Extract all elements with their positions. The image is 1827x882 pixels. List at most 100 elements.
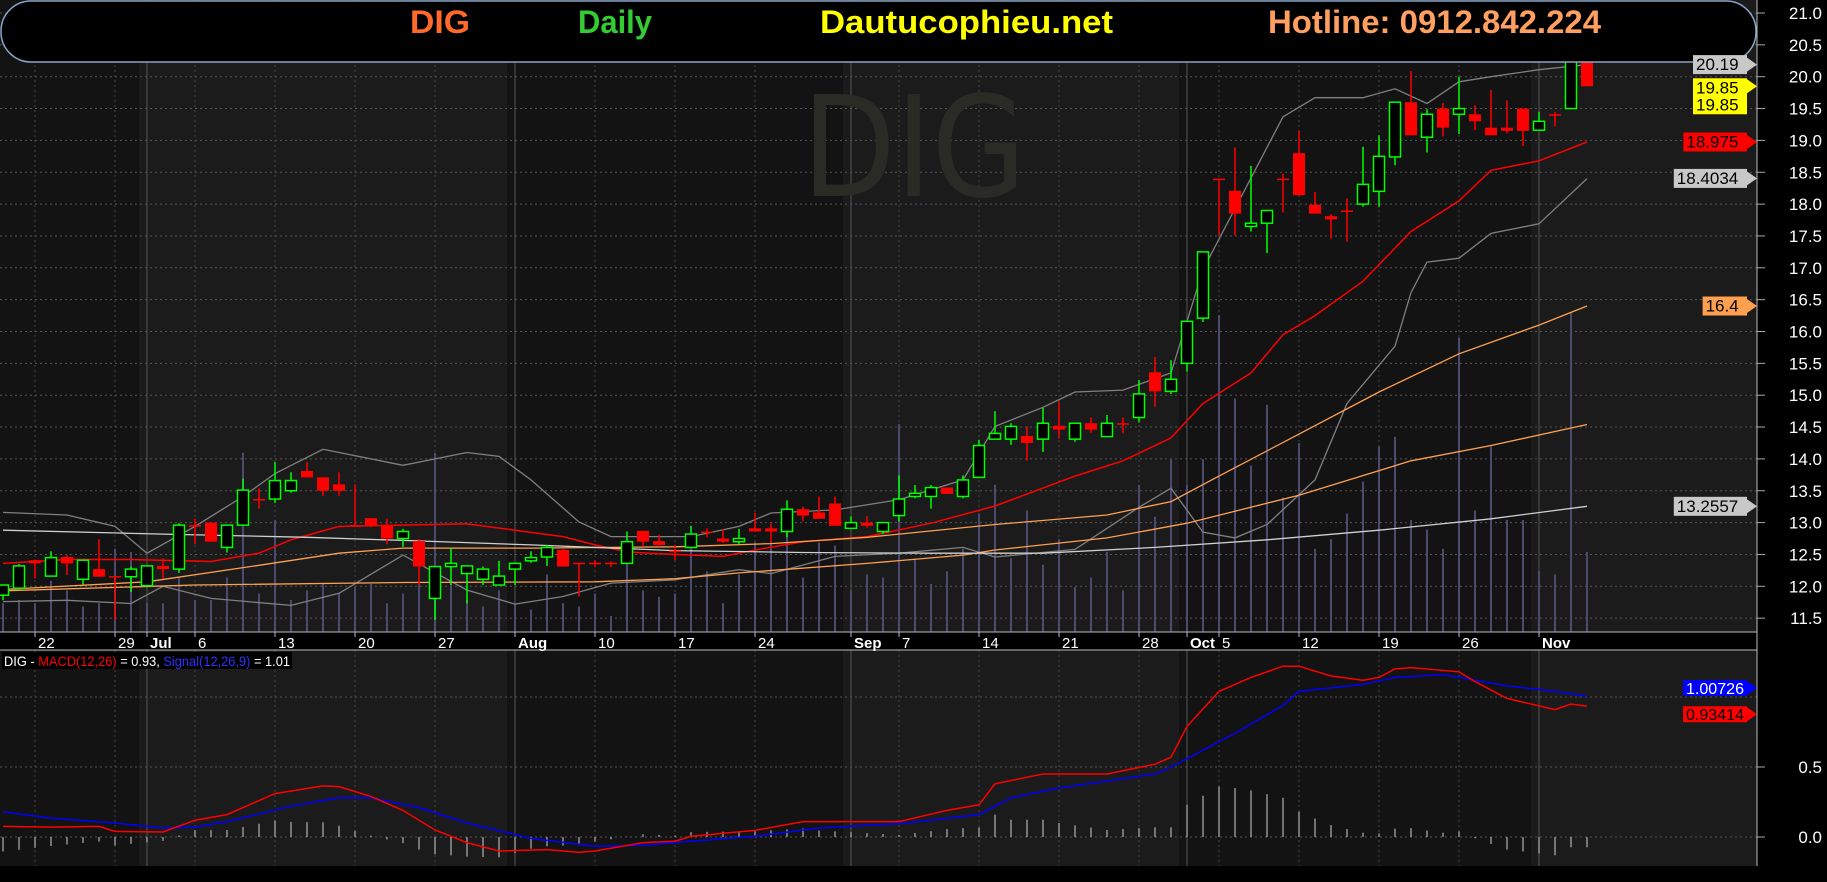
macd-legend-macd-value: = 0.93, [117,653,164,669]
candle-body [876,521,890,533]
candle-up [124,566,138,593]
candle-body [61,556,73,564]
volume-bar [498,590,500,632]
price-tick-label: 11.5 [1790,609,1822,628]
price-tick-label: 12.0 [1789,577,1822,596]
volume-bar [674,593,676,632]
month-band [1179,0,1531,632]
header-symbol: DIG [410,4,470,40]
macd-tag-label: 0.93414 [1686,707,1744,724]
volume-bar [1234,398,1236,632]
volume-bar [1170,459,1172,632]
candle-up [220,524,234,553]
volume-bar [1154,516,1156,632]
date-tick-label: Nov [1542,635,1571,652]
candle-body [428,565,442,600]
chart-header: DIG Daily Dautucophieu.net Hotline: 0912… [0,0,1757,63]
date-tick-label: 17 [678,635,695,652]
tag-arrow-icon [1747,680,1757,695]
candle-body [1260,209,1274,224]
candle-body [476,568,490,581]
date-tick-label: 7 [902,635,910,652]
volume-bar [482,606,484,632]
candle-down [749,513,761,532]
candle-body [861,522,873,526]
symbol-watermark: DIG [802,67,1026,230]
candle-body [1341,210,1353,212]
volume-bar [546,574,548,632]
candle-body [140,565,154,587]
candle-body [1053,425,1065,430]
volume-bar [722,603,724,632]
volume-bar [738,574,740,632]
volume-bar [2,603,4,632]
candle-body [1388,101,1402,158]
candle-down [365,518,377,528]
price-tag-label: 16.4 [1706,297,1739,316]
volume-bar [914,558,916,632]
candle-up [1420,109,1434,153]
candle-down [669,544,681,561]
candle-body [732,537,746,543]
candle-down [1501,100,1513,134]
volume-bar [226,577,228,632]
candle-body [109,576,121,578]
volume-bar [450,584,452,632]
volume-bar [1058,539,1060,632]
candle-up [972,439,986,479]
header-period: Daily [578,4,652,40]
candle-body [284,479,298,492]
volume-bar [1026,510,1028,632]
volume-bar [210,600,212,632]
candle-down [1293,130,1305,196]
price-tick-label: 14.5 [1789,418,1822,437]
macd-panel [2,665,1588,858]
volume-bar [802,577,804,632]
candle-body [172,524,186,570]
macd-legend-text: DIG - MACD(12,26) = 0.93, Signal(12,26,9… [4,653,290,669]
tag-background [1693,55,1747,75]
tag-background [1673,496,1747,516]
candle-up [1260,209,1274,254]
candle-up [12,564,26,589]
candle-up [44,551,58,577]
header-site: Dautucophieu.net [820,4,1113,40]
volume-bar [1538,571,1540,632]
candle-up [1180,320,1194,372]
candle-body [333,484,345,491]
candle-down [605,561,617,568]
price-tick-label: 16.5 [1789,291,1822,310]
candle-down [413,539,425,586]
candle-body [365,518,377,526]
price-tag: 18.975 [1683,132,1757,152]
volume-bar [1074,587,1076,632]
volume-bar [18,600,20,632]
price-tick-label: 19.5 [1789,100,1822,119]
volume-bar [162,603,164,632]
candle-down [1549,111,1561,127]
candle-body [653,541,665,545]
volume-bar [1330,539,1332,632]
candle-body [780,508,794,533]
volume-bar [1522,520,1524,632]
tag-arrow-icon [1747,299,1757,314]
candle-up [492,560,506,586]
candle-up [1356,146,1370,207]
candle-down [253,488,265,509]
volume-bar [626,561,628,632]
date-tick-label: 24 [758,635,775,652]
volume-bar [98,603,100,632]
candle-body [157,565,169,570]
volume-bar [1250,465,1252,632]
volume-bar [306,590,308,632]
candle-body [413,541,425,567]
date-tick-label: 21 [1062,635,1079,652]
volume-bar [1442,548,1444,632]
volume-bar [402,593,404,632]
candle-down [861,516,873,528]
volume-bar [1122,590,1124,632]
price-tick-label: 18.0 [1789,195,1822,214]
candle-body [1325,216,1337,220]
